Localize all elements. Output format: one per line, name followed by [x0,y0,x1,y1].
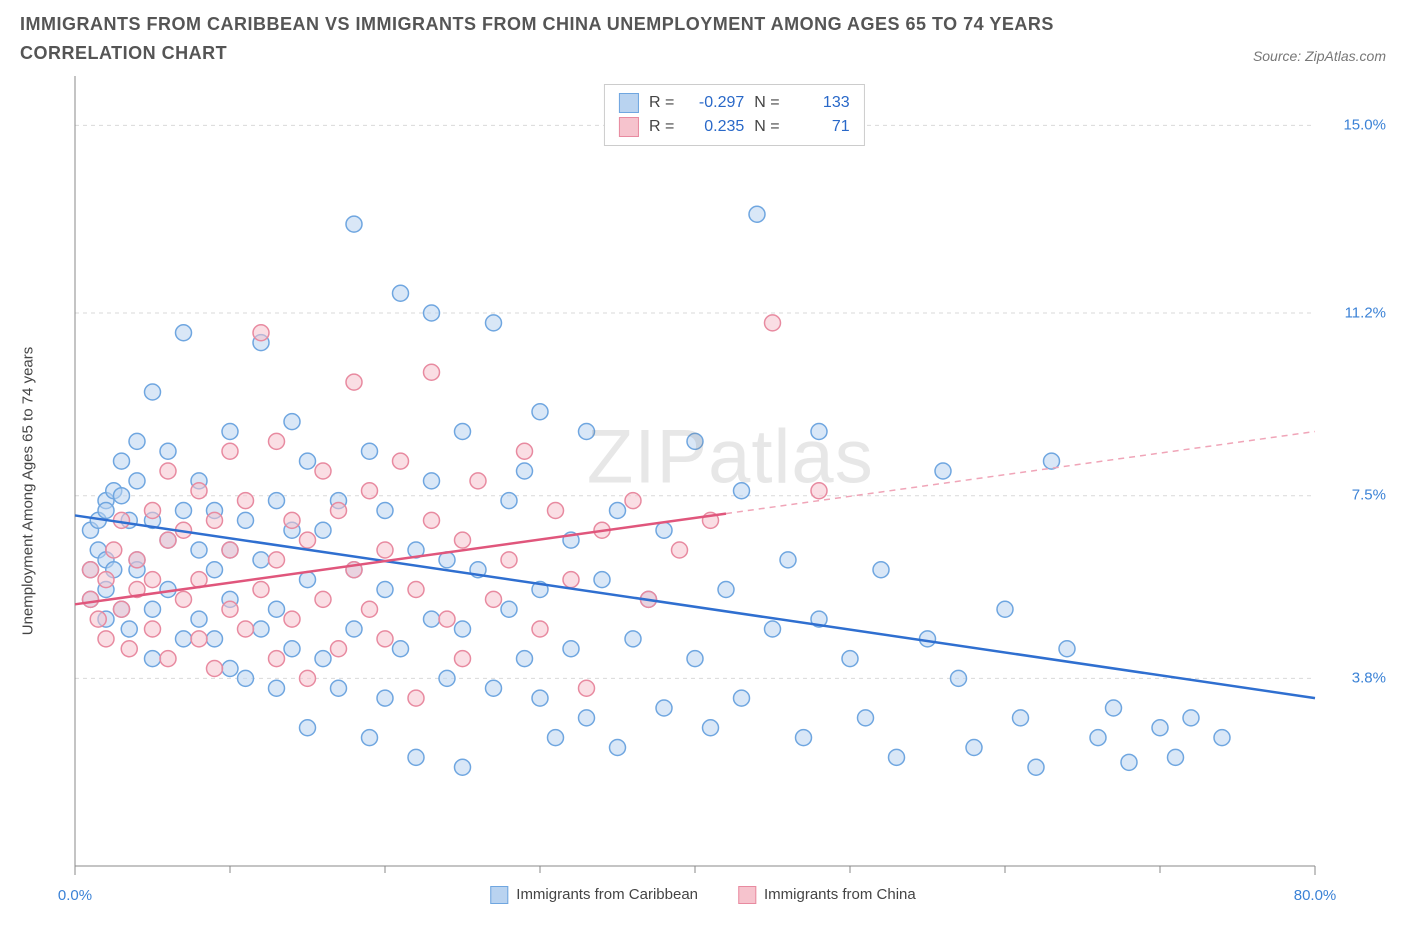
stats-r-label: R = [649,91,674,115]
legend-item-caribbean: Immigrants from Caribbean [490,886,698,904]
stats-row-china: R = 0.235 N = 71 [619,115,850,139]
y-tick-label: 7.5% [1352,487,1386,504]
stats-r-label: R = [649,115,674,139]
stats-r-value-china: 0.235 [684,115,744,139]
stats-n-label: N = [754,91,779,115]
chart-title: IMMIGRANTS FROM CARIBBEAN VS IMMIGRANTS … [20,10,1120,68]
stats-n-value-caribbean: 133 [790,91,850,115]
swatch-caribbean-icon [619,93,639,113]
x-tick-label: 80.0% [1294,887,1337,904]
bottom-legend: Immigrants from Caribbean Immigrants fro… [490,886,915,904]
swatch-china-icon [619,117,639,137]
legend-label-china: Immigrants from China [764,886,916,903]
header: IMMIGRANTS FROM CARIBBEAN VS IMMIGRANTS … [20,10,1386,68]
legend-label-caribbean: Immigrants from Caribbean [516,886,698,903]
stats-r-value-caribbean: -0.297 [684,91,744,115]
y-axis-label: Unemployment Among Ages 65 to 74 years [20,346,37,635]
legend-item-china: Immigrants from China [738,886,916,904]
y-tick-label: 3.8% [1352,669,1386,686]
y-tick-label: 11.2% [1345,304,1386,321]
swatch-caribbean-icon [490,886,508,904]
stats-box: R = -0.297 N = 133 R = 0.235 N = 71 [604,84,865,146]
chart-area: Unemployment Among Ages 65 to 74 years Z… [20,76,1386,906]
stats-n-value-china: 71 [790,115,850,139]
y-tick-label: 15.0% [1343,116,1386,133]
x-tick-label: 0.0% [58,887,92,904]
source-label: Source: ZipAtlas.com [1253,48,1386,68]
scatter-plot [20,76,1385,900]
stats-row-caribbean: R = -0.297 N = 133 [619,91,850,115]
swatch-china-icon [738,886,756,904]
stats-n-label: N = [754,115,779,139]
